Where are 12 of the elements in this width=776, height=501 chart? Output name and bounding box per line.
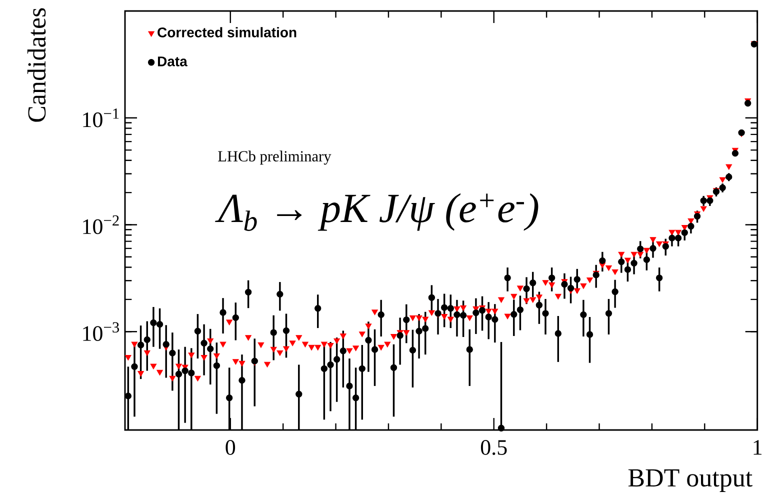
legend-label: Data <box>158 56 188 66</box>
y-tick-label: 10$^{−1}$ <box>83 108 119 128</box>
annotation: Λ$_{b}$ → pK J/ψ (e$^{+}$e$^{-}$) <box>215 193 538 231</box>
annotation: LHCb preliminary <box>218 150 332 165</box>
y-tick-label: 10$^{−2}$ <box>83 215 119 234</box>
x-tick-label: 0.5 <box>480 440 507 455</box>
legend-label: Corrected simulation <box>158 27 296 38</box>
x-axis-title: BDT output <box>628 469 752 492</box>
x-tick-label: 1 <box>754 440 762 455</box>
x-tick-label: 0 <box>226 440 236 455</box>
y-axis-title: Candidates <box>27 8 46 122</box>
y-tick-label: 10$^{−3}$ <box>83 322 120 341</box>
